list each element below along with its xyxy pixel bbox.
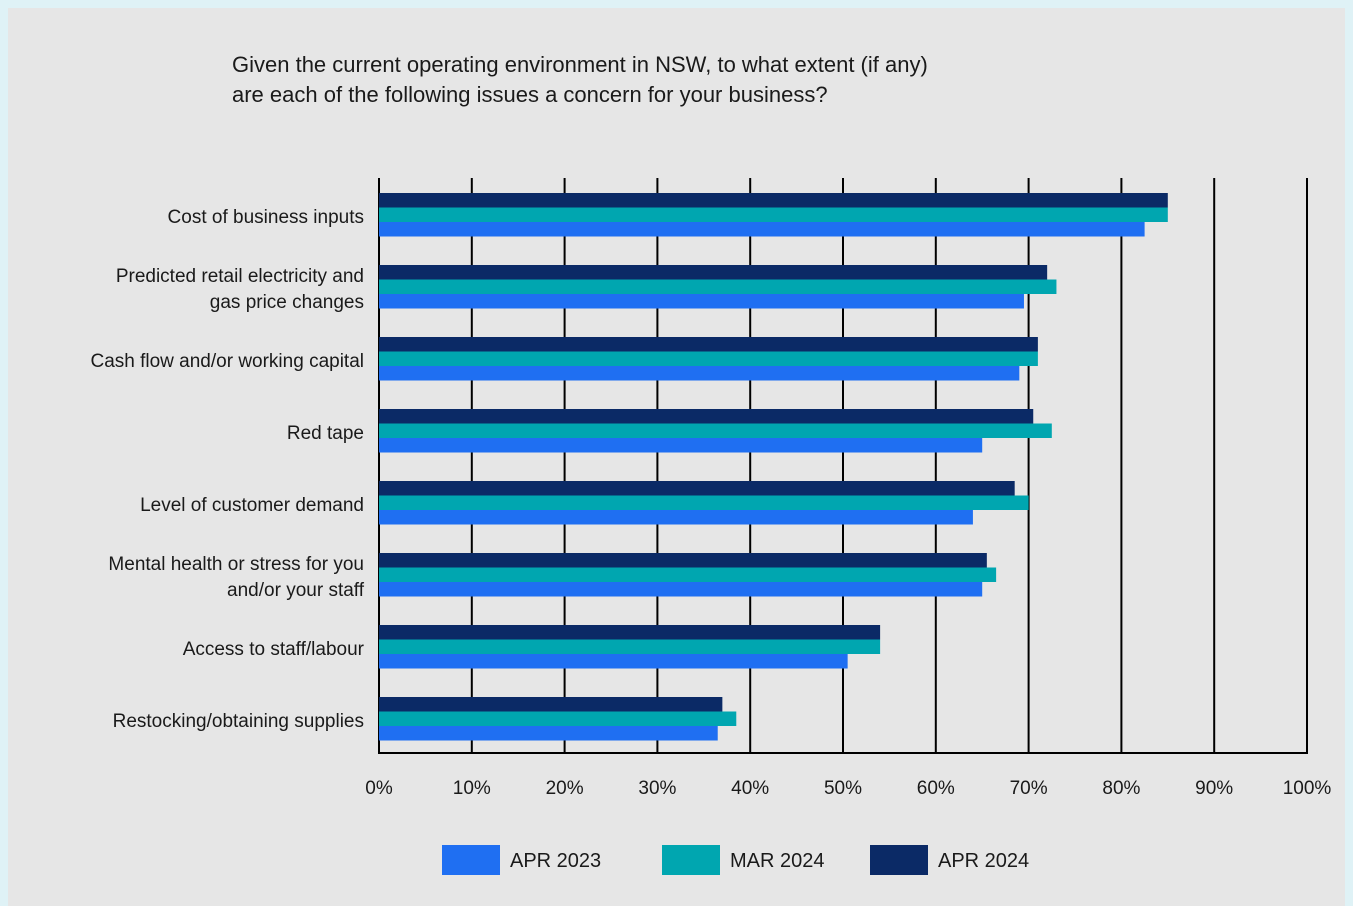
legend-swatch [442, 845, 500, 875]
category-label: Level of customer demand [140, 495, 364, 516]
legend-label: MAR 2024 [730, 850, 825, 872]
bar [379, 265, 1048, 280]
legend-label: APR 2024 [938, 850, 1029, 872]
x-tick-label: 80% [1102, 778, 1140, 799]
category-label: and/or your staff [227, 580, 365, 601]
category-label: gas price changes [210, 292, 364, 313]
x-tick-label: 40% [731, 778, 769, 799]
category-label: Cash flow and/or working capital [90, 351, 364, 372]
category-label: Access to staff/labour [183, 639, 365, 660]
bar [379, 423, 1052, 438]
x-tick-label: 60% [917, 778, 955, 799]
x-tick-labels: 0% 10% 20% 30% 40% 50% 60% 70% 80% 90% 100% [365, 778, 1331, 799]
x-tick-label: 0% [365, 778, 393, 799]
category-labels: Cost of business inputs Predicted retail … [90, 207, 364, 732]
bar [379, 438, 983, 453]
x-tick-label: 20% [546, 778, 584, 799]
legend-swatch [870, 845, 928, 875]
bar [379, 510, 973, 525]
category-label: Red tape [287, 423, 364, 444]
bar [379, 366, 1020, 381]
bar [379, 495, 1029, 510]
category-label: Restocking/obtaining supplies [113, 711, 364, 732]
chart-title-line-2: are each of the following issues a conce… [232, 82, 828, 107]
category-label: Cost of business inputs [168, 207, 364, 228]
x-tick-label: 50% [824, 778, 862, 799]
bar [379, 337, 1038, 352]
x-tick-label: 100% [1283, 778, 1332, 799]
category-label: Predicted retail electricity and [116, 266, 364, 287]
bar [379, 711, 737, 726]
bar [379, 193, 1168, 208]
x-tick-label: 90% [1195, 778, 1233, 799]
legend-label: APR 2023 [510, 850, 601, 872]
bar [379, 567, 997, 582]
bar [379, 409, 1034, 424]
bar [379, 697, 723, 712]
bar [379, 553, 987, 568]
bar [379, 279, 1057, 294]
x-tick-label: 30% [638, 778, 676, 799]
bar [379, 481, 1015, 496]
bars [379, 193, 1168, 741]
bar [379, 207, 1168, 222]
bar [379, 639, 881, 654]
bar [379, 582, 983, 597]
x-tick-label: 70% [1010, 778, 1048, 799]
x-tick-label: 10% [453, 778, 491, 799]
legend-swatch [662, 845, 720, 875]
legend: APR 2023 MAR 2024 APR 2024 [442, 845, 1029, 875]
chart-title-line-1: Given the current operating environment … [232, 52, 928, 77]
bar [379, 654, 848, 669]
bar [379, 351, 1038, 366]
bar [379, 625, 881, 640]
chart-title: Given the current operating environment … [232, 50, 1182, 110]
bar [379, 222, 1145, 237]
bar [379, 726, 718, 741]
bar [379, 294, 1024, 309]
category-label: Mental health or stress for you [108, 554, 364, 575]
